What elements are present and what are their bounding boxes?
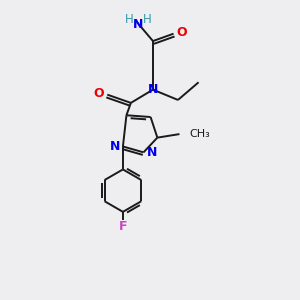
Text: N: N	[133, 18, 143, 31]
Text: O: O	[176, 26, 187, 39]
Text: CH₃: CH₃	[190, 129, 211, 139]
Text: H: H	[125, 13, 134, 26]
Text: F: F	[119, 220, 127, 233]
Text: N: N	[110, 140, 120, 153]
Text: H: H	[143, 13, 152, 26]
Text: N: N	[147, 146, 157, 159]
Text: N: N	[148, 83, 159, 96]
Text: O: O	[94, 87, 104, 100]
